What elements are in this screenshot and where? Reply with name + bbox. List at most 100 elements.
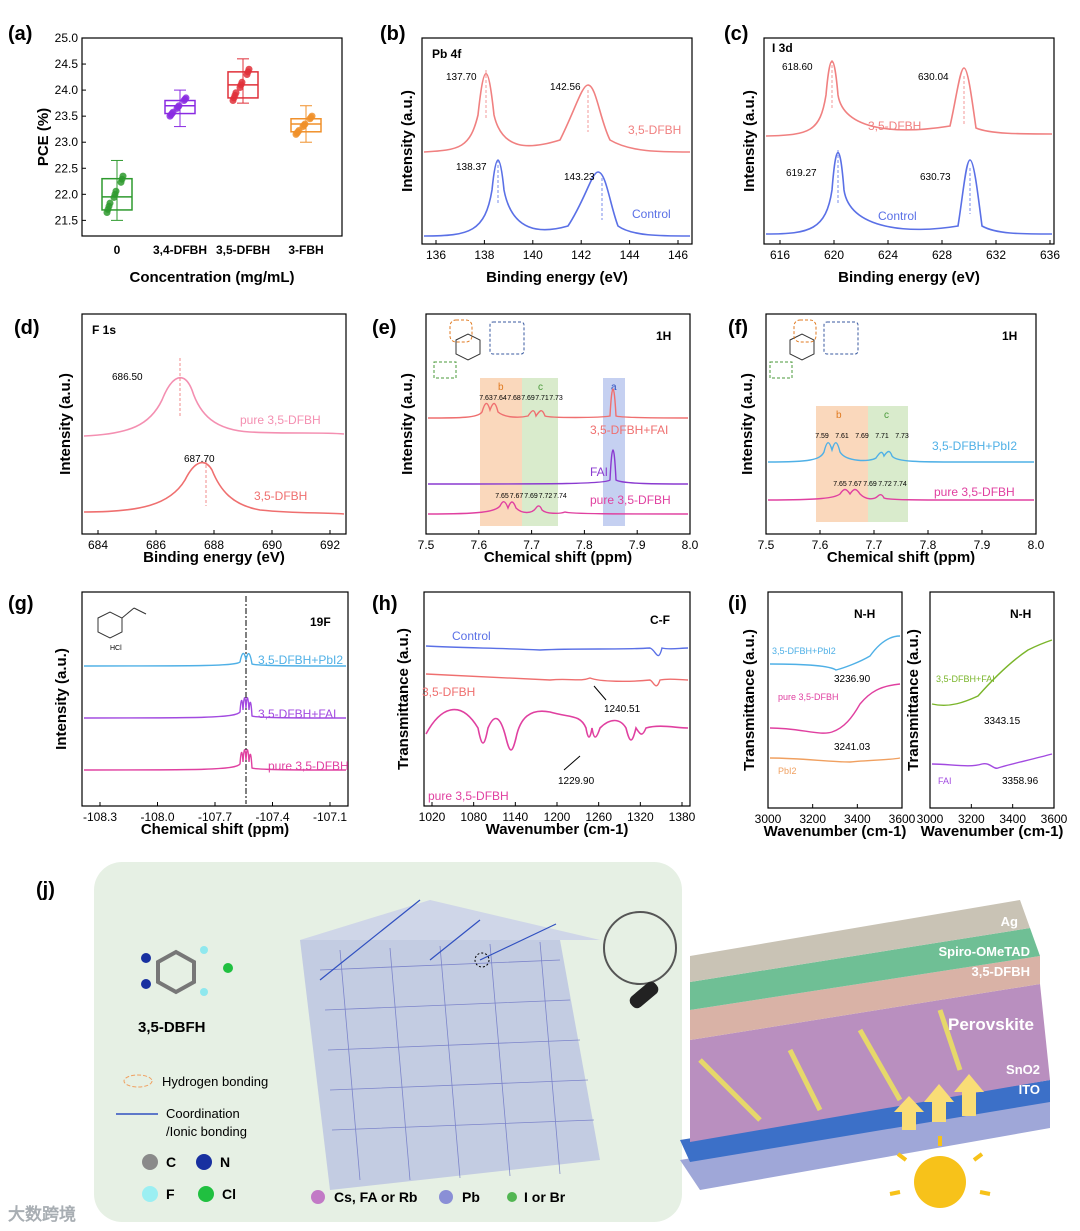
i-left-peak-1: 3236.90 bbox=[834, 674, 871, 685]
a-point bbox=[182, 94, 190, 102]
a-y-ticks: 21.5 22.0 22.5 23.0 23.5 24.0 24.5 25.0 bbox=[55, 31, 86, 227]
c-x-ticks: 616 620 624 628 632 636 bbox=[770, 240, 1060, 262]
f-x-ticks: 7.5 7.6 7.7 7.8 7.9 8.0 bbox=[758, 530, 1045, 552]
i-right-series-2: FAI bbox=[938, 776, 952, 786]
e-top-labels: 7.63 7.64 7.68 7.69 7.71 7.73 bbox=[479, 395, 563, 402]
e-top-peak-label: 7.68 bbox=[507, 395, 521, 402]
f-top-peak-label: 7.69 bbox=[855, 433, 869, 440]
c-xlabel: Binding energy (eV) bbox=[838, 269, 980, 286]
a-y-tick-label: 21.5 bbox=[55, 213, 79, 227]
g-series-pure bbox=[83, 749, 347, 771]
light-arrows-icon bbox=[894, 1074, 984, 1130]
j-layer-perovskite: Perovskite bbox=[948, 1015, 1034, 1034]
panel-i-label: (i) bbox=[728, 593, 747, 615]
f-xlabel: Chemical shift (ppm) bbox=[827, 549, 975, 566]
h-series-dfbh bbox=[425, 673, 689, 687]
a-ylabel: PCE (%) bbox=[35, 108, 52, 166]
b-series-label-1: 3,5-DFBH bbox=[628, 123, 681, 137]
f-x-tick-label: 7.8 bbox=[920, 538, 937, 552]
i-right-x-tick-label: 3600 bbox=[1041, 812, 1068, 826]
f-bottom-labels: 7.65 7.67 7.69 7.72 7.74 bbox=[833, 481, 907, 488]
e-x-tick-label: 7.8 bbox=[576, 538, 593, 552]
a-point bbox=[232, 89, 240, 97]
f-nucleus: 1H bbox=[1002, 329, 1017, 343]
panel-g: (g) HCl 3,5-DFBH+PbI2 3,5-DFBH+FAI pure … bbox=[8, 591, 349, 838]
h-xlabel: Wavenumber (cm-1) bbox=[486, 821, 629, 838]
d-x-tick-label: 686 bbox=[146, 538, 166, 552]
panel-e: (e) b c a 7.63 7.64 7.68 7.69 7.71 7.73 7.65 7… bbox=[372, 313, 699, 566]
b-series-control bbox=[423, 159, 691, 237]
a-x-tick-label: 3,5-DFBH bbox=[216, 243, 270, 257]
d-x-ticks: 684 686 688 690 692 bbox=[88, 530, 340, 552]
c-title: I 3d bbox=[772, 41, 793, 55]
a-boxes bbox=[101, 58, 322, 221]
b-peak-3: 138.37 bbox=[456, 162, 487, 173]
j-legend-n: N bbox=[220, 1154, 230, 1170]
i-left-x-tick-label: 3200 bbox=[799, 812, 826, 826]
b-peak-2: 142.56 bbox=[550, 82, 581, 93]
e-x-tick-label: 7.7 bbox=[523, 538, 540, 552]
i-left-series-3: PbI2 bbox=[778, 766, 797, 776]
a-y-tick-label: 23.0 bbox=[55, 135, 79, 149]
c-peak-2: 630.04 bbox=[918, 72, 949, 83]
j-layer-ito: ITO bbox=[1019, 1082, 1040, 1097]
i-left-xlabel: Wavenumber (cm-1) bbox=[764, 823, 907, 840]
i-right-ylabel: Transmittance (a.u.) bbox=[905, 629, 922, 771]
a-x-ticks: 0 3,4-DFBH 3,5-DFBH 3-FBH bbox=[114, 243, 324, 257]
j-layer-sno2: SnO2 bbox=[1006, 1062, 1040, 1077]
b-peak-4: 143.23 bbox=[564, 172, 595, 183]
h-peak-2: 1229.90 bbox=[558, 776, 595, 787]
j-layer-dfbh: 3,5-DFBH bbox=[971, 964, 1030, 979]
e-ylabel: Intensity (a.u.) bbox=[399, 373, 416, 475]
h-x-tick-label: 1140 bbox=[502, 810, 528, 824]
h-series-label-1: Control bbox=[452, 629, 491, 643]
e-series-dfbh-fai bbox=[427, 388, 689, 419]
d-x-tick-label: 690 bbox=[262, 538, 282, 552]
e-series-label-3: pure 3,5-DFBH bbox=[590, 493, 671, 507]
d-peak-1: 686.50 bbox=[112, 372, 143, 383]
e-top-peak-label: 7.73 bbox=[549, 395, 563, 402]
c-series-dfbh bbox=[765, 60, 1053, 137]
c-series-label-1: 3,5-DFBH bbox=[868, 119, 921, 133]
h-peak-1: 1240.51 bbox=[604, 704, 641, 715]
a-point bbox=[308, 112, 316, 120]
j-molecule-name: 3,5-DBFH bbox=[138, 1019, 206, 1036]
a-y-tick-label: 25.0 bbox=[55, 31, 79, 45]
a-point bbox=[119, 172, 127, 180]
g-series-pbi2 bbox=[83, 652, 347, 667]
sun-icon bbox=[889, 1136, 991, 1208]
i-left-series-1: 3,5-DFBH+PbI2 bbox=[772, 646, 836, 656]
j-legend-c: C bbox=[166, 1154, 176, 1170]
a-point bbox=[301, 120, 309, 128]
j-device-stack bbox=[680, 900, 1050, 1190]
d-series-dfbh bbox=[83, 461, 345, 515]
i-series-fai bbox=[931, 753, 1053, 770]
e-top-peak-label: 7.71 bbox=[535, 395, 549, 402]
e-x-ticks: 7.5 7.6 7.7 7.8 7.9 8.0 bbox=[418, 530, 699, 552]
panel-j-label: (j) bbox=[36, 879, 55, 901]
h-series-pure bbox=[425, 708, 689, 751]
a-point bbox=[295, 126, 303, 134]
j-layer-spiro: Spiro-OMeTAD bbox=[939, 944, 1030, 959]
a-point bbox=[112, 187, 120, 195]
f-series-dfbh-pbi2 bbox=[767, 442, 1034, 463]
g-molecule-hcl: HCl bbox=[110, 645, 122, 652]
b-x-tick-label: 136 bbox=[426, 248, 446, 262]
j-legend-hbond: Hydrogen bonding bbox=[162, 1074, 268, 1089]
g-series-label-3: pure 3,5-DFBH bbox=[268, 759, 349, 773]
g-molecule-icon bbox=[97, 607, 147, 639]
panel-f: (f) b c 7.59 7.61 7.69 7.71 7.73 7.65 7.67 7.6… bbox=[728, 313, 1045, 566]
g-series-label-1: 3,5-DFBH+PbI2 bbox=[258, 653, 343, 667]
a-x-tick-label: 0 bbox=[114, 243, 121, 257]
i-right-x-ticks: 3000 3200 3400 3600 bbox=[917, 804, 1068, 826]
e-bottom-peak-label: 7.74 bbox=[553, 493, 567, 500]
panel-h-label: (h) bbox=[372, 593, 398, 615]
panel-d-label: (d) bbox=[14, 317, 40, 339]
f-region-c-label: c bbox=[884, 410, 889, 421]
f-region-b-label: b bbox=[836, 410, 842, 421]
panel-i: (i) N-H 3,5-DFBH+PbI2 pure 3,5-DFBH PbI2… bbox=[728, 591, 1068, 840]
panel-h: (h) C-F Control 3,5-DFBH pure 3,5-DFBH 1… bbox=[372, 591, 696, 838]
i-series-pbi2 bbox=[769, 757, 901, 763]
c-x-tick-label: 636 bbox=[1040, 248, 1060, 262]
watermark: 大数跨境 bbox=[8, 1205, 76, 1225]
